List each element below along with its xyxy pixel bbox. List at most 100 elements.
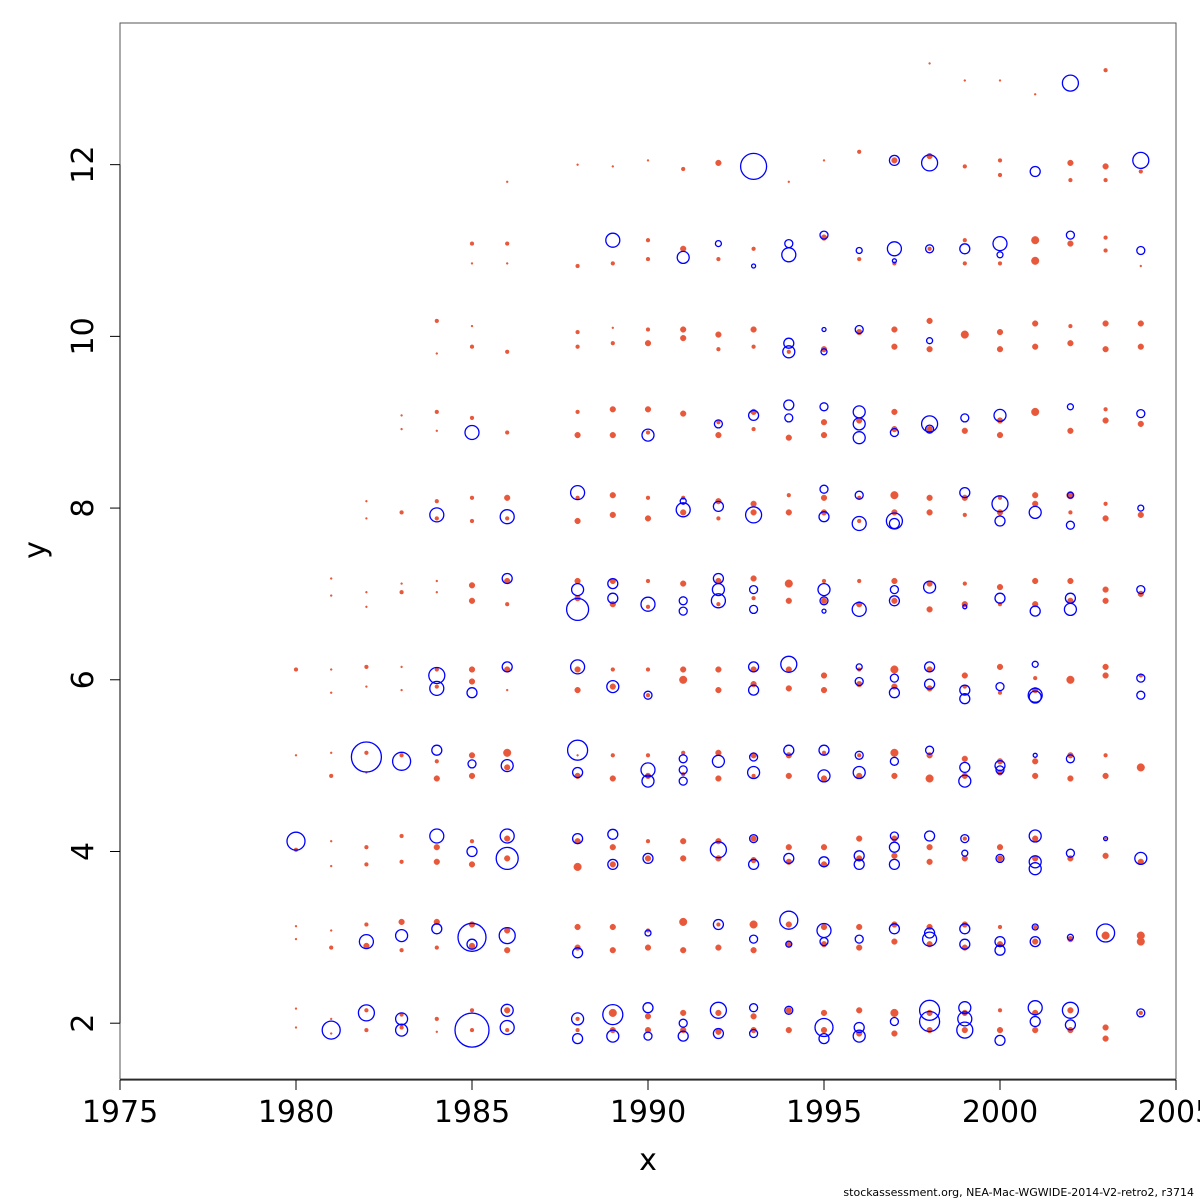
open-bubble (464, 424, 480, 441)
open-bubble (958, 774, 972, 788)
filled-bubble (1138, 169, 1143, 174)
open-bubble (1027, 687, 1043, 703)
filled-bubble (645, 327, 651, 332)
open-bubble (1028, 690, 1042, 704)
filled-bubble (294, 754, 298, 757)
open-bubble (889, 673, 900, 683)
open-bubble (678, 765, 688, 775)
open-bubble (1136, 245, 1146, 256)
filled-bubble (891, 577, 898, 585)
open-bubble (644, 929, 652, 937)
filled-bubble (1032, 601, 1039, 608)
filled-bubble (645, 578, 651, 584)
filled-bubble (575, 344, 580, 349)
filled-bubble (329, 773, 334, 779)
open-bubble (852, 417, 866, 431)
footnote: stockassessment.org, NEA-Mac-WGWIDE-2014… (843, 1186, 1194, 1199)
filled-bubble (433, 858, 440, 865)
filled-bubble (468, 752, 476, 759)
x-axis-title: x (639, 1143, 657, 1178)
y-tick-label: 8 (66, 499, 101, 518)
filled-bubble (997, 261, 1003, 266)
filled-bubble (364, 750, 369, 755)
open-bubble (429, 507, 445, 523)
open-bubble (957, 1011, 973, 1027)
open-bubble (854, 324, 864, 335)
filled-bubble (750, 575, 757, 582)
open-bubble (678, 754, 688, 764)
filled-bubble (681, 166, 686, 172)
filled-bubble (786, 349, 791, 354)
open-bubble (783, 744, 795, 756)
filled-bubble (505, 602, 510, 607)
filled-bubble (715, 1028, 722, 1035)
open-bubble (607, 577, 619, 590)
filled-bubble (433, 775, 440, 782)
filled-bubble (470, 262, 474, 265)
open-bubble (959, 684, 971, 696)
filled-bubble (680, 947, 687, 954)
open-bubble (956, 1021, 974, 1039)
filled-bubble (962, 512, 967, 518)
open-bubble (814, 1017, 834, 1038)
open-bubble (643, 1031, 653, 1041)
filled-bubble (891, 326, 898, 333)
open-bubble (1028, 862, 1042, 876)
open-bubble (499, 509, 515, 525)
open-bubble (924, 424, 935, 434)
filled-bubble (330, 840, 333, 843)
open-bubble (748, 584, 759, 595)
x-tick-label: 1980 (258, 1095, 334, 1130)
filled-bubble (575, 1016, 580, 1022)
filled-bubble (504, 947, 511, 954)
open-bubble (821, 326, 827, 333)
open-bubble (498, 926, 516, 945)
open-bubble (394, 1012, 409, 1026)
open-bubble (1137, 504, 1145, 512)
filled-bubble (1102, 586, 1109, 593)
open-bubble (994, 944, 1006, 956)
filled-bubble (399, 510, 404, 515)
open-bubble (713, 419, 724, 429)
open-bubble (1132, 151, 1150, 170)
filled-bubble (997, 1008, 1003, 1013)
open-bubble (1061, 1001, 1080, 1019)
filled-bubble (891, 597, 898, 604)
filled-bubble (1102, 163, 1109, 170)
open-bubble (466, 845, 478, 858)
filled-bubble (680, 509, 687, 516)
open-bubble (891, 258, 898, 264)
open-bubble (1066, 403, 1075, 411)
filled-bubble (857, 578, 862, 584)
filled-bubble (962, 836, 967, 841)
open-bubble (855, 246, 863, 255)
filled-bubble (611, 165, 614, 168)
open-bubble (1028, 505, 1042, 520)
open-bubble (1095, 923, 1116, 943)
filled-bubble (785, 597, 792, 604)
filled-bubble (435, 579, 438, 583)
filled-bubble (750, 509, 757, 516)
open-bubble (1136, 584, 1146, 595)
filled-bubble (716, 602, 721, 607)
filled-bubble (928, 62, 931, 65)
open-bubble (1065, 754, 1076, 764)
filled-bubble (1031, 256, 1040, 265)
filled-bubble (611, 326, 614, 329)
filled-bubble (1032, 835, 1039, 842)
filled-bubble (365, 517, 368, 520)
filled-bubble (1103, 68, 1108, 73)
filled-bubble (785, 509, 792, 516)
open-bubble (748, 604, 759, 615)
filled-bubble (469, 241, 475, 246)
open-bubble (709, 1001, 728, 1019)
y-tick-label: 2 (66, 1014, 101, 1033)
filled-bubble (505, 349, 510, 354)
filled-bubble (330, 1017, 333, 1021)
open-bubble (994, 759, 1006, 772)
y-axis-title: y (18, 541, 53, 559)
open-bubble (888, 517, 901, 530)
filled-bubble (996, 584, 1004, 591)
open-bubble (852, 405, 866, 419)
filled-bubble (891, 938, 898, 945)
